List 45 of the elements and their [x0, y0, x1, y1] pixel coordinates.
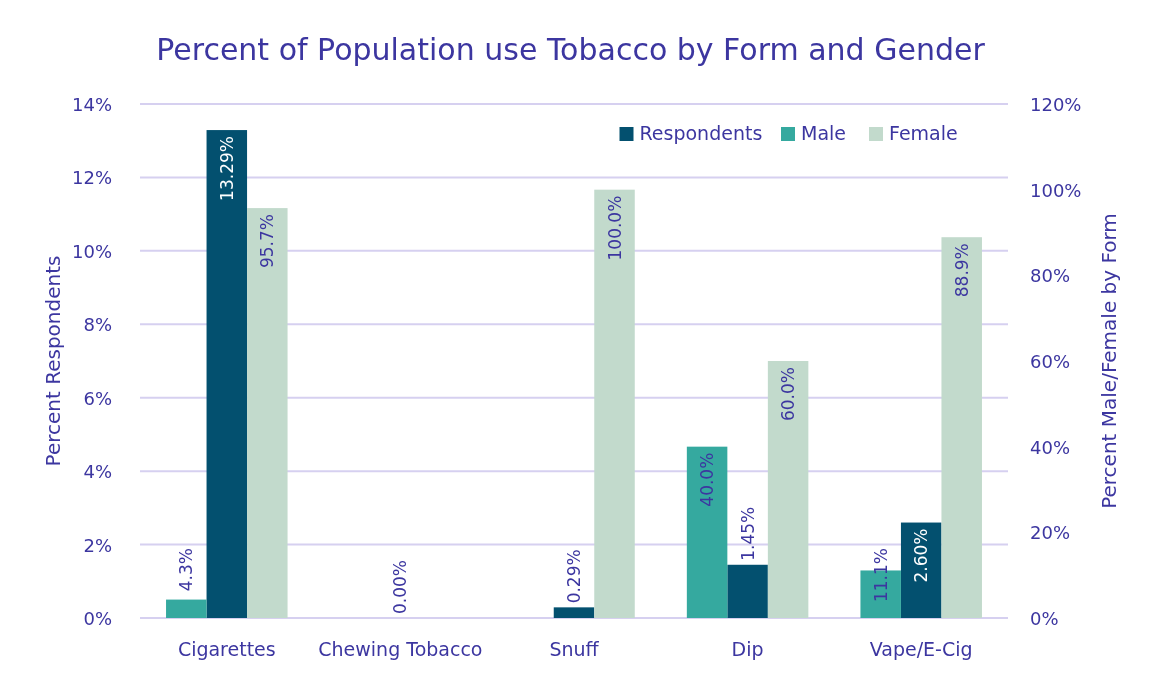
- y2-tick-label: 60%: [1030, 351, 1071, 372]
- bar: [553, 607, 595, 618]
- y-tick-label: 0%: [83, 608, 112, 629]
- y2-tick-label: 0%: [1030, 608, 1059, 629]
- y-tick-label: 14%: [71, 94, 112, 115]
- data-label: 13.29%: [216, 136, 237, 201]
- legend-label: Female: [889, 122, 958, 144]
- bar: [941, 237, 982, 618]
- data-label: 88.9%: [951, 243, 972, 298]
- bar: [767, 361, 809, 618]
- legend-label: Respondents: [639, 122, 763, 144]
- legend-label: Male: [801, 122, 847, 144]
- y-tick-label: 8%: [83, 314, 112, 336]
- data-label: 4.3%: [176, 548, 197, 592]
- data-label: 0.00%: [390, 559, 411, 614]
- bar: [727, 564, 768, 618]
- data-label: 1.45%: [737, 506, 758, 561]
- y2-tick-label: 100%: [1030, 179, 1082, 201]
- bar: [686, 446, 728, 618]
- bar: [594, 189, 635, 618]
- data-label: 40.0%: [697, 452, 718, 507]
- x-tick-label: Cigarettes: [177, 638, 276, 660]
- y2-tick-label: 40%: [1030, 436, 1071, 458]
- y-tick-label: 6%: [83, 387, 112, 409]
- y-tick-label: 12%: [71, 167, 112, 189]
- x-tick-label: Vape/E-Cig: [869, 638, 973, 660]
- y2-tick-label: 120%: [1030, 94, 1082, 115]
- y-tick-label: 2%: [83, 534, 112, 556]
- y2-axis-title: Percent Male/Female by Form: [1097, 213, 1121, 509]
- y-tick-label: 10%: [71, 240, 112, 262]
- bar: [166, 599, 207, 618]
- x-tick-label: Snuff: [549, 638, 600, 660]
- data-label: 2.60%: [911, 528, 932, 583]
- x-tick-label: Dip: [731, 638, 764, 660]
- y-axis-title: Percent Respondents: [41, 255, 65, 467]
- chart-title: Percent of Population use Tobacco by Form and Gender: [156, 32, 986, 67]
- data-label: 0.29%: [564, 549, 584, 604]
- y2-tick-label: 80%: [1030, 265, 1071, 287]
- data-label: 95.7%: [257, 214, 278, 269]
- y-tick-label: 4%: [83, 461, 112, 483]
- data-label: 11.1%: [870, 548, 891, 603]
- y2-tick-label: 20%: [1030, 522, 1071, 544]
- data-label: 100.0%: [604, 195, 625, 261]
- data-label: 60.0%: [778, 367, 799, 422]
- x-tick-label: Chewing Tobacco: [318, 638, 483, 660]
